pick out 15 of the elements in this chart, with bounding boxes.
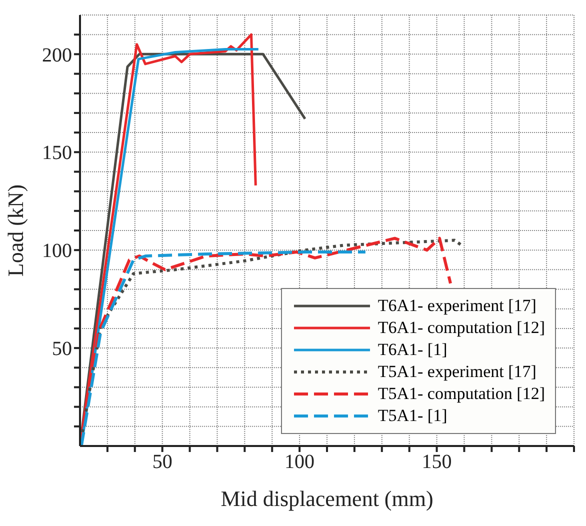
legend-label: T6A1- [1]: [378, 340, 448, 360]
legend-label: T5A1- computation [12]: [378, 384, 545, 404]
legend-label: T5A1- experiment [17]: [378, 362, 536, 382]
y-axis-title: Load (kN): [2, 184, 28, 277]
legend-label: T6A1- experiment [17]: [378, 296, 536, 316]
legend-label: T5A1- [1]: [378, 406, 448, 426]
x-tick-label: 100: [284, 451, 315, 474]
x-tick-label: 50: [152, 451, 172, 474]
legend-label: T6A1- computation [12]: [378, 318, 545, 338]
x-axis-title: Mid displacement (mm): [220, 486, 434, 511]
y-tick-label: 100: [42, 240, 72, 262]
y-tick-label: 50: [52, 338, 72, 360]
y-tick-label: 150: [42, 142, 72, 164]
x-tick-label: 150: [422, 451, 452, 474]
y-tick-label: 200: [42, 44, 72, 66]
